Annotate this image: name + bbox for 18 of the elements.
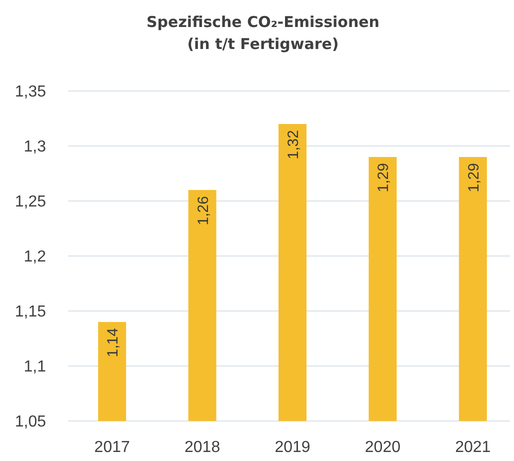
y-tick-label: 1,1 xyxy=(24,358,46,376)
data-label: 1,26 xyxy=(194,196,212,226)
chart-title: Spezifische CO₂-Emissionen (in t/t Fertigware) xyxy=(146,13,380,53)
y-tick-label: 1,3 xyxy=(24,138,46,156)
x-tick-label: 2021 xyxy=(455,439,491,456)
data-label: 1,14 xyxy=(104,328,122,358)
y-tick-label: 1,15 xyxy=(14,304,46,321)
x-tick-label: 2017 xyxy=(94,439,130,456)
y-tick-label: 1,2 xyxy=(24,248,46,266)
x-tick-label: 2020 xyxy=(364,439,401,456)
y-tick-label: 1,25 xyxy=(14,194,46,211)
data-label: 1,32 xyxy=(285,130,302,160)
x-tick-label: 2019 xyxy=(274,439,310,456)
data-label: 1,29 xyxy=(465,163,482,192)
y-tick-label: 1,35 xyxy=(14,84,46,101)
data-label: 1,29 xyxy=(375,163,392,192)
y-tick-label: 1,05 xyxy=(14,414,46,431)
x-tick-label: 2018 xyxy=(184,439,220,456)
